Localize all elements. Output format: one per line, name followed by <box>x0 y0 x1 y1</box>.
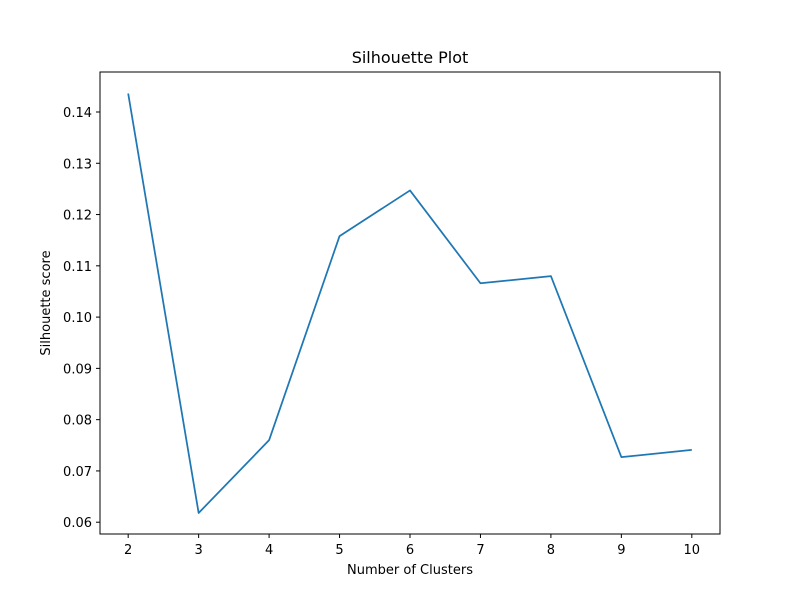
y-tick-label: 0.08 <box>63 414 92 429</box>
x-tick-label: 8 <box>547 543 555 558</box>
plot-area: 2 3 4 5 6 7 8 9 10 0.060.070.080.090.100.110.120… <box>63 71 721 558</box>
series-group <box>127 93 692 514</box>
y-tick-label: 0.07 <box>63 465 92 480</box>
y-tick-label: 0.14 <box>63 106 92 121</box>
series-line <box>127 93 692 514</box>
x-tick-label: 3 <box>194 543 202 558</box>
x-tick-label: 4 <box>265 543 273 558</box>
x-tick-label: 9 <box>617 543 625 558</box>
y-axis: 0.06 0.07 0.08 0.09 0.10 0.11 0.12 0.13 0.14 <box>63 106 100 531</box>
chart-title: Silhouette Plot <box>352 48 469 67</box>
y-tick-label: 0.10 <box>63 311 92 326</box>
axes-frame <box>99 71 721 535</box>
x-tick-label: 2 <box>124 543 132 558</box>
y-tick-label: 0.06 <box>63 516 92 531</box>
x-tick-label: 5 <box>335 543 343 558</box>
x-axis-label: Number of Clusters <box>347 563 473 578</box>
y-tick-label: 0.12 <box>63 209 92 224</box>
y-tick-label: 0.09 <box>63 362 92 377</box>
y-tick-label: 0.13 <box>63 157 92 172</box>
x-tick-label: 10 <box>684 543 701 558</box>
x-tick-label: 6 <box>406 543 414 558</box>
y-axis-label: Silhouette score <box>39 250 54 355</box>
x-axis: 2 3 4 5 6 7 8 9 10 <box>124 534 700 558</box>
y-tick-label: 0.11 <box>63 260 92 275</box>
x-tick-label: 7 <box>476 543 484 558</box>
